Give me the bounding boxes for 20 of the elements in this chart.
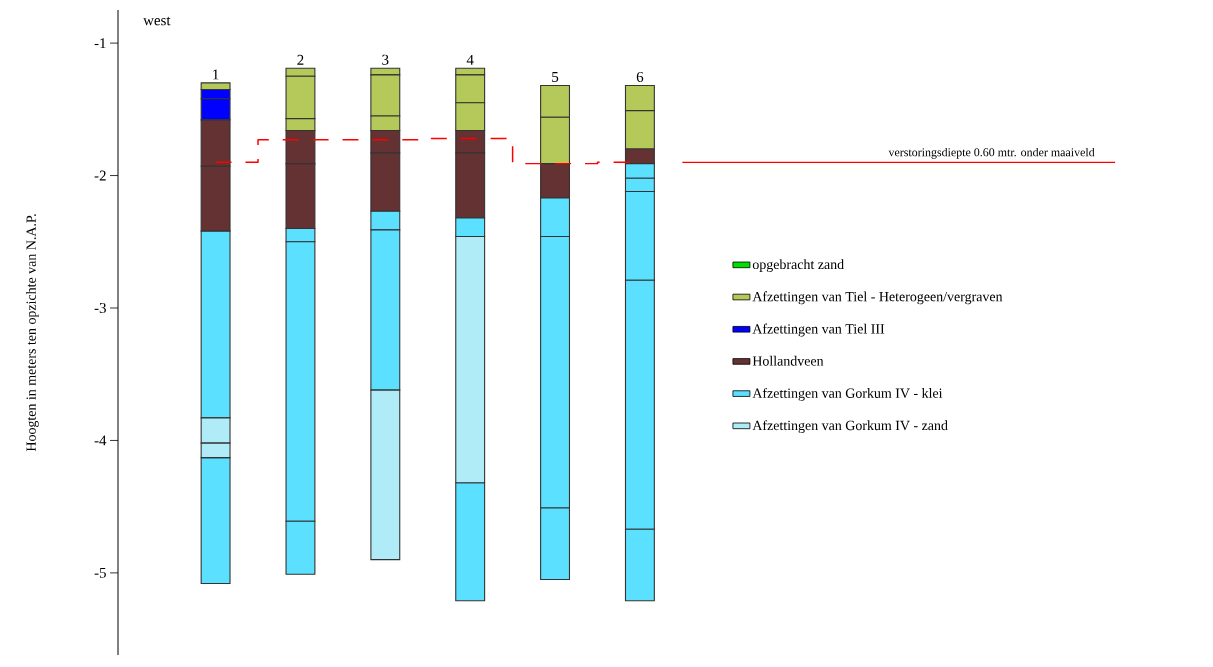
legend-label: Afzettingen van Tiel III — [752, 323, 885, 337]
legend-label: Afzettingen van Gorkum IV - klei — [752, 387, 943, 401]
y-tick-label: -5 — [94, 567, 106, 578]
legend-label: Hollandveen — [752, 355, 824, 366]
text: west — [143, 16, 171, 26]
x-tick-label: 4 — [466, 54, 474, 65]
x-tick-label: 6 — [636, 71, 644, 82]
ref-line-label: verstoringsdiepte 0.60 mtr. onder maaiveld — [888, 147, 1095, 159]
y-tick-label: -4 — [94, 435, 107, 446]
x-tick-label: 3 — [382, 54, 389, 65]
y-tick-label: -3 — [94, 302, 106, 314]
x-tick-label: 1 — [213, 69, 219, 80]
legend-label: opgebracht zand — [752, 259, 844, 272]
y-tick-label: -2 — [94, 170, 106, 181]
legend-label: Afzettingen van Gorkum IV - zand — [752, 420, 948, 434]
y-tick-label: -1 — [94, 38, 106, 49]
y-axis-title: Hoogten in meters ten opzichte van N.A.P. — [26, 214, 39, 452]
x-tick-label: 5 — [552, 72, 559, 82]
legend-label: Afzettingen van Tiel - Heterogeen/vergraven — [752, 291, 1003, 305]
x-tick-label: 2 — [297, 54, 304, 65]
